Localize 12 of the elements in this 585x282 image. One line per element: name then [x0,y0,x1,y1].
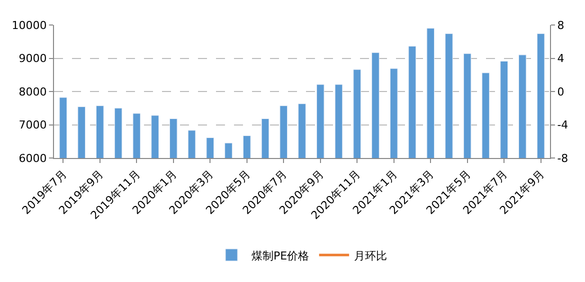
y-tick-label: 9000 [18,52,47,66]
y-tick-label: 7000 [18,118,47,132]
y2-tick-label: 4 [557,52,564,66]
legend-label: 煤制PE价格 [252,249,310,262]
y-tick-label: 8000 [18,85,47,98]
legend-label: 月环比 [354,249,388,262]
y-tick-label: 6000 [18,152,47,165]
y2-tick-label: 8 [557,18,564,32]
y2-tick-label: 0 [557,85,564,98]
y-tick-label: 10000 [12,18,47,32]
y2-tick-label: -4 [557,118,568,132]
y2-tick-label: -8 [557,152,568,165]
